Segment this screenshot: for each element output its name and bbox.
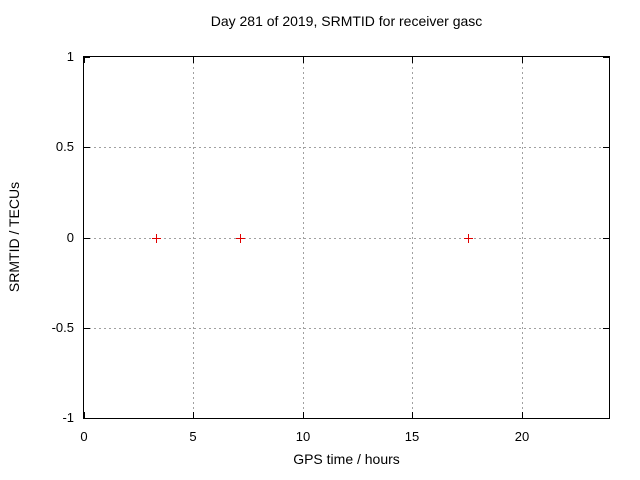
x-tick-label: 5 <box>189 429 197 444</box>
y-tick-mark <box>84 418 90 419</box>
y-tick-mark <box>603 418 609 419</box>
y-tick-mark <box>84 147 90 148</box>
x-tick-label: 20 <box>514 429 530 444</box>
y-tick-mark <box>84 328 90 329</box>
y-tick-mark <box>84 238 90 239</box>
y-tick-label: 1 <box>66 49 74 64</box>
x-tick-label: 0 <box>80 429 88 444</box>
data-point-marker <box>464 234 473 243</box>
y-tick-mark <box>603 238 609 239</box>
x-tick-mark <box>84 412 85 418</box>
y-tick-mark <box>84 57 90 58</box>
v-gridline <box>193 57 194 418</box>
marker-vertical-bar <box>156 234 157 243</box>
chart-title: Day 281 of 2019, SRMTID for receiver gas… <box>210 13 483 29</box>
y-tick-label: -0.5 <box>51 320 74 335</box>
x-tick-mark <box>522 412 523 418</box>
y-tick-mark <box>603 328 609 329</box>
x-tick-mark <box>303 57 304 63</box>
h-gridline <box>84 328 609 329</box>
x-tick-mark <box>412 57 413 63</box>
x-tick-mark <box>84 57 85 63</box>
v-gridline <box>303 57 304 418</box>
y-tick-mark <box>603 147 609 148</box>
h-gridline <box>84 147 609 148</box>
x-tick-label: 15 <box>404 429 420 444</box>
y-tick-label: 0.5 <box>55 139 74 154</box>
x-tick-mark <box>522 57 523 63</box>
x-axis-label: GPS time / hours <box>293 451 400 467</box>
y-tick-label: 0 <box>66 230 74 245</box>
marker-vertical-bar <box>468 234 469 243</box>
data-point-marker <box>152 234 161 243</box>
v-gridline <box>412 57 413 418</box>
x-tick-label: 10 <box>295 429 311 444</box>
h-gridline <box>84 238 609 239</box>
y-tick-label: -1 <box>62 410 74 425</box>
marker-vertical-bar <box>240 234 241 243</box>
v-gridline <box>522 57 523 418</box>
x-tick-mark <box>193 412 194 418</box>
plot-area <box>83 56 610 419</box>
x-tick-mark <box>193 57 194 63</box>
data-point-marker <box>236 234 245 243</box>
x-tick-mark <box>303 412 304 418</box>
y-tick-mark <box>603 57 609 58</box>
x-tick-mark <box>412 412 413 418</box>
